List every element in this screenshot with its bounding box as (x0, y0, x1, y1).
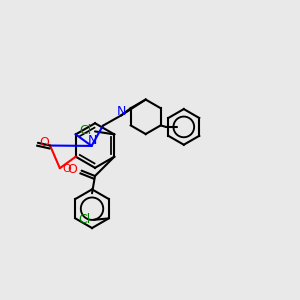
Text: N: N (88, 134, 97, 147)
Text: Cl: Cl (79, 124, 92, 137)
Text: O: O (68, 163, 77, 176)
Text: N: N (117, 105, 127, 118)
Text: Cl: Cl (78, 213, 90, 226)
Text: O: O (39, 136, 49, 149)
Text: O: O (62, 164, 71, 174)
